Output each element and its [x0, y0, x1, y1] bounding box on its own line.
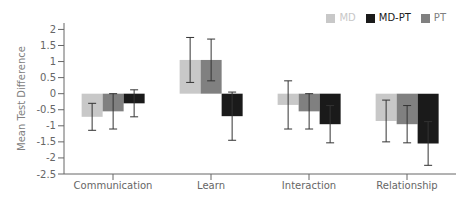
svg-text:-2.5: -2.5 — [36, 169, 56, 180]
html-text:PT: PT — [433, 12, 446, 23]
svg-text:-1.5: -1.5 — [36, 136, 56, 147]
svg-text:Learn: Learn — [197, 180, 225, 191]
html-text:MD-PT: MD-PT — [378, 12, 411, 23]
svg-text:0.5: 0.5 — [40, 72, 56, 83]
svg-text:1: 1 — [50, 56, 56, 67]
svg-text:-2: -2 — [46, 152, 56, 163]
svg-text:1.5: 1.5 — [40, 40, 56, 51]
html-text:MD: MD — [339, 12, 356, 23]
svg-text:-1: -1 — [46, 120, 56, 131]
svg-text:2: 2 — [50, 24, 56, 35]
svg-text:0: 0 — [50, 88, 56, 99]
svg-text:Communication: Communication — [74, 180, 153, 191]
svg-text:Interaction: Interaction — [282, 180, 336, 191]
svg-text:Mean Test Difference: Mean Test Difference — [16, 46, 27, 151]
svg-text:-0.5: -0.5 — [36, 104, 56, 115]
svg-text:Relationship: Relationship — [376, 180, 437, 191]
